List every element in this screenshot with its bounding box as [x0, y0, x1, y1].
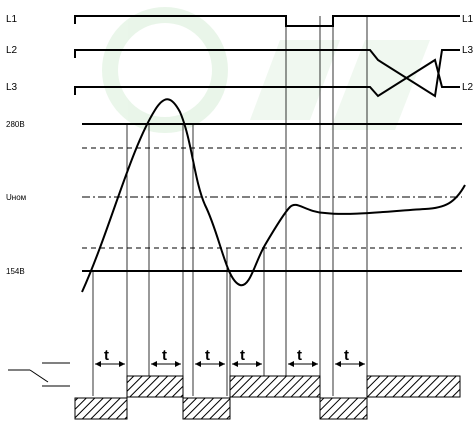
delay-interval-4: t — [232, 347, 262, 367]
nominal-voltage-label: Uном — [6, 193, 26, 202]
delay-label: t — [205, 347, 210, 364]
phase-label-l2: L2 — [6, 45, 18, 56]
delay-interval-3: t — [195, 347, 225, 367]
relay-state-high-1 — [126, 375, 184, 398]
relay-state-high-3 — [366, 375, 461, 398]
delay-interval-2: t — [151, 347, 181, 367]
delay-label: t — [104, 347, 109, 364]
relay-state-high-2 — [229, 375, 321, 398]
phase-label-right-l2: L2 — [462, 82, 474, 93]
delay-interval-5: t — [288, 347, 318, 367]
delay-label: t — [344, 347, 349, 364]
delay-interval-6: t — [335, 347, 365, 367]
relay-state-low-2 — [182, 397, 231, 420]
voltage-curve — [81, 98, 466, 293]
lower-threshold-label: 154В — [6, 267, 25, 276]
delay-interval-1: t — [95, 347, 125, 367]
phase-label-l3: L3 — [6, 82, 18, 93]
delay-label: t — [240, 347, 245, 364]
phase-label-right-l1: L1 — [462, 14, 474, 25]
phase-line-l3 — [74, 58, 460, 98]
phase-line-l2 — [74, 49, 460, 98]
relay-state-low-1 — [74, 397, 128, 420]
phase-label-l1: L1 — [6, 14, 18, 25]
delay-label: t — [297, 347, 302, 364]
relay-contact-symbol — [8, 362, 70, 387]
relay-state-low-3 — [319, 397, 368, 420]
watermark-logo — [102, 7, 430, 133]
upper-threshold-label: 280В — [6, 120, 25, 129]
phase-label-right-l3: L3 — [462, 45, 474, 56]
delay-label: t — [162, 347, 167, 364]
